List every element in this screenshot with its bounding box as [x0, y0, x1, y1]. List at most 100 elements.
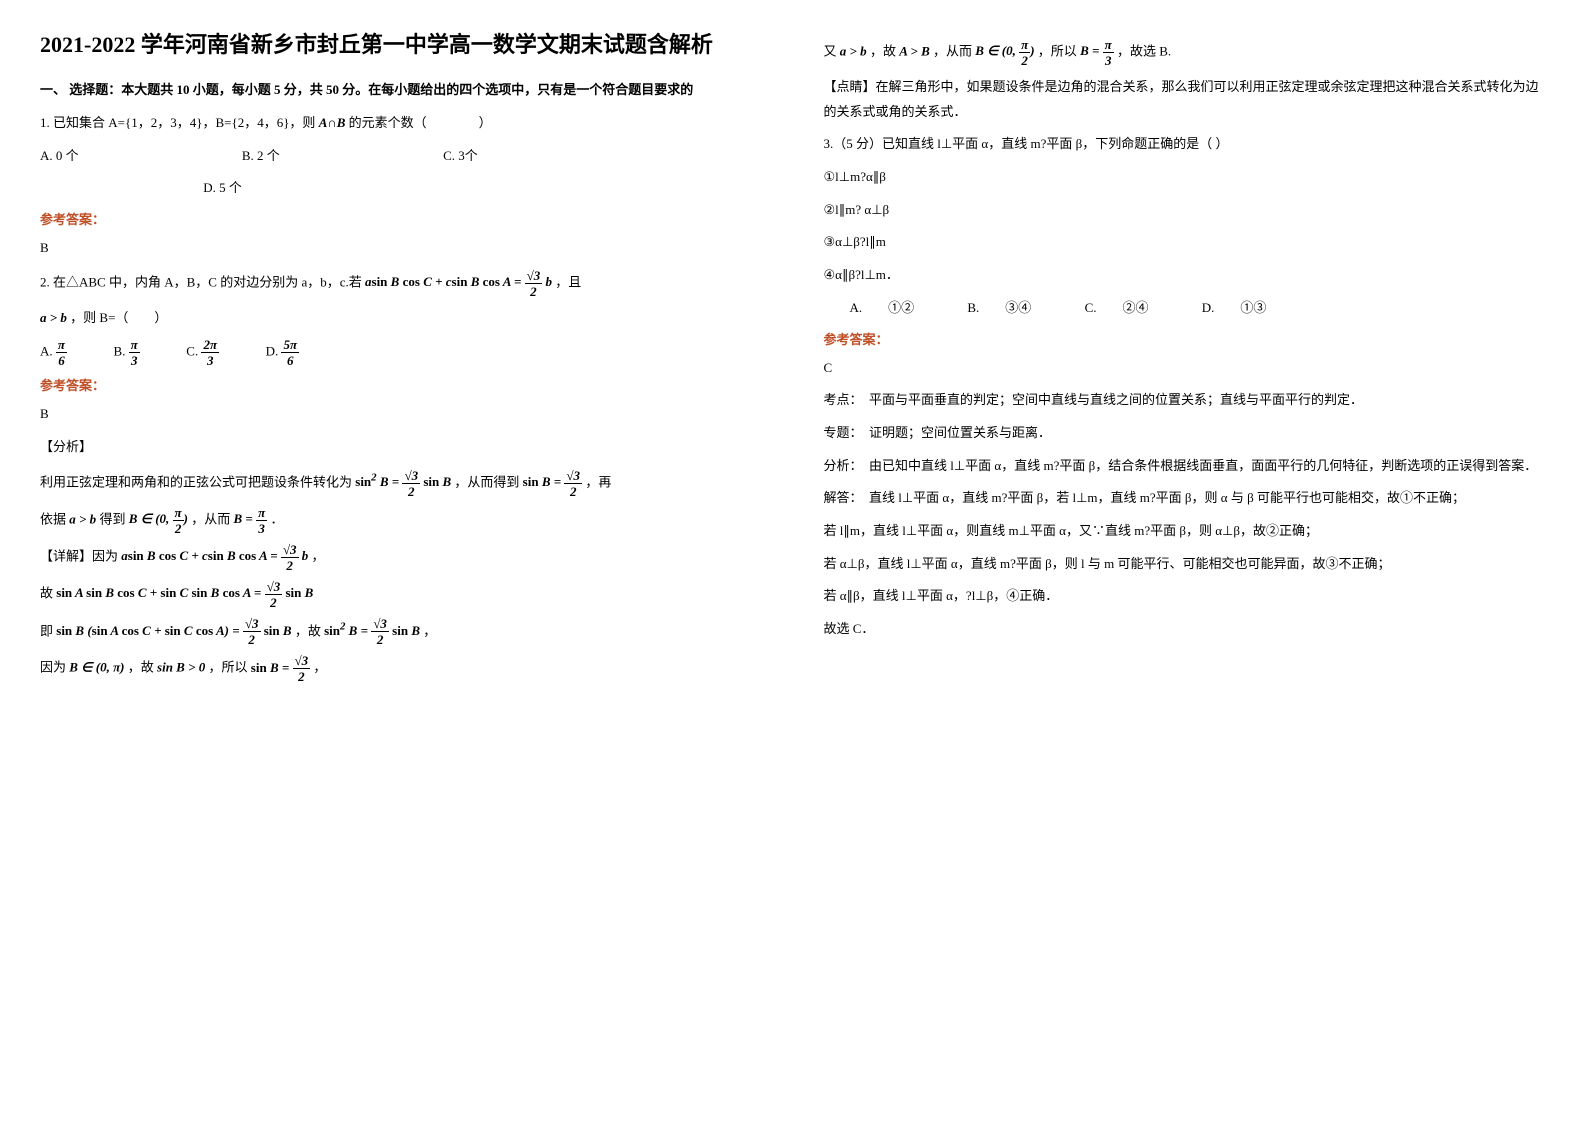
q2-ie-eq1: sin B (sin A cos C + sin C cos A) = √32 …	[56, 623, 291, 638]
q2-stem-a: 2. 在△ABC 中，内角 A，B，C 的对边分别为 a，b，c.若	[40, 274, 362, 289]
q2-line1: 利用正弦定理和两角和的正弦公式可把题设条件转化为 sin2 B = √32 si…	[40, 468, 764, 498]
q3-zt: 专题： 证明题；空间位置关系与距离．	[824, 421, 1548, 446]
q2-so: 故 sin A sin B cos C + sin C sin B cos A …	[40, 580, 764, 609]
q2-c2-b: ，故	[870, 43, 896, 58]
q2-so-eq: sin A sin B cos C + sin C sin B cos A = …	[56, 585, 313, 600]
q2-answer: B	[40, 402, 764, 427]
q2-opt-c-pre: C.	[186, 344, 198, 359]
q2-because-eq2: sin B > 0	[157, 660, 205, 675]
q2-because-c: ，所以	[209, 660, 248, 675]
q2-ie-tail-a: ，故	[295, 623, 321, 638]
q2-answer-label: 参考答案：	[40, 375, 764, 394]
q3-jd3: 若 α⊥β，直线 l⊥平面 α，直线 m?平面 β，则 l 与 m 可能平行、可…	[824, 552, 1548, 577]
q1-opt-b: B. 2 个	[242, 148, 280, 163]
q1-answer: B	[40, 236, 764, 261]
q2-because-d: ，	[313, 660, 326, 675]
q2-stem-2: a > b ，则 B=（ ）	[40, 306, 764, 331]
q2-line1a: 利用正弦定理和两角和的正弦公式可把题设条件转化为	[40, 474, 352, 489]
q1-opt-d: D. 5 个	[203, 180, 242, 195]
q3-c3: ③α⊥β?l∥m	[824, 230, 1548, 255]
section-1-head: 一、 选择题：本大题共 10 小题，每小题 5 分，共 50 分。在每小题给出的…	[40, 79, 764, 101]
q2-c2-c: ，从而	[933, 43, 972, 58]
q1-stem-text: 1. 已知集合 A={1，2，3，4}，B={2，4，6}，则	[40, 115, 315, 130]
q2-line2: 依据 a > b 得到 B ∈ (0, π2) ，从而 B = π3 ．	[40, 506, 764, 535]
q2-stem-b: ，且	[555, 274, 581, 289]
q2-opt-a-val: π6	[56, 338, 67, 367]
q1-answer-label: 参考答案：	[40, 209, 764, 228]
doc-title: 2021-2022 学年河南省新乡市封丘第一中学高一数学文期末试题含解析	[40, 30, 764, 61]
right-column: 又 a > b ，故 A > B ，从而 B ∈ (0, π2) ，所以 B =…	[824, 30, 1548, 691]
q2-c2-eq4: B = π3	[1080, 43, 1114, 58]
q2-because-a: 因为	[40, 660, 66, 675]
q2-c2-e: ，故选 B.	[1117, 43, 1171, 58]
q2-line1-eq1: sin2 B = √32 sin B	[355, 474, 451, 489]
q2-ie-label: 即	[40, 623, 53, 638]
q2-opt-d-pre: D.	[266, 344, 279, 359]
q2-detail: 【详解】因为 asin B cos C + csin B cos A = √32…	[40, 543, 764, 572]
q1-stem: 1. 已知集合 A={1，2，3，4}，B={2，4，6}，则 A∩B 的元素个…	[40, 111, 764, 136]
q2-dianjing: 【点睛】在解三角形中，如果题设条件是边角的混合关系，那么我们可以利用正弦定理或余…	[824, 75, 1548, 124]
q3-opt-d: D. ①③	[1202, 296, 1267, 321]
q2-line2-eq2: B = π3	[234, 511, 268, 526]
q3-jd1: 解答： 直线 l⊥平面 α，直线 m?平面 β，若 l⊥m，直线 m?平面 β，…	[824, 486, 1548, 511]
q1-stem-tail: 的元素个数（ ）	[349, 115, 492, 130]
q3-c1: ①l⊥m?α∥β	[824, 165, 1548, 190]
q2-ie-eq2: sin2 B = √32 sin B	[324, 623, 420, 638]
q1-options-row2: D. 5 个	[40, 176, 764, 201]
q2-line2c: ，从而	[191, 511, 230, 526]
q2-eq1: asin B cos C + csin B cos A = √32 b	[365, 274, 552, 289]
q2-detail-tail: ，	[312, 548, 325, 563]
q2-c2-eq1: a > b	[840, 43, 867, 58]
q2-opt-b-pre: B.	[114, 344, 126, 359]
q2-line2d: ．	[270, 511, 283, 526]
q2-detail-tag: 【详解】因为	[40, 548, 118, 563]
q2-line2-cond: a > b	[69, 511, 96, 526]
left-column: 2021-2022 学年河南省新乡市封丘第一中学高一数学文期末试题含解析 一、 …	[40, 30, 764, 691]
q2-c2-d: ，所以	[1038, 43, 1077, 58]
q3-jd5: 故选 C．	[824, 617, 1548, 642]
q1-options-row1: A. 0 个 B. 2 个 C. 3个	[40, 144, 764, 169]
q2-c2-eq2: A > B	[899, 43, 930, 58]
q3-answer-label: 参考答案：	[824, 329, 1548, 348]
q3-stem: 3.（5 分）已知直线 l⊥平面 α，直线 m?平面 β，下列命题正确的是（ ）	[824, 132, 1548, 157]
q3-options: A. ①② B. ③④ C. ②④ D. ①③	[850, 296, 1548, 321]
q2-because-b: ，故	[128, 660, 154, 675]
q3-jd2: 若 l∥m，直线 l⊥平面 α，则直线 m⊥平面 α，又∵直线 m?平面 β，则…	[824, 519, 1548, 544]
q2-line2a: 依据	[40, 511, 66, 526]
q3-opt-c: C. ②④	[1085, 296, 1149, 321]
q2-cond2: a > b	[40, 310, 67, 325]
q2-options: A. π6 B. π3 C. 2π3 D. 5π6	[40, 338, 764, 367]
q2-c2-a: 又	[824, 43, 837, 58]
q2-detail-eq: asin B cos C + csin B cos A = √32 b	[121, 548, 308, 563]
q2-because-eq3: sin B = √32	[251, 660, 310, 675]
q2-ie-tail-b: ，	[423, 623, 436, 638]
q2-opt-b-val: π3	[129, 338, 140, 367]
q3-jd4: 若 α∥β，直线 l⊥平面 α，?l⊥β，④正确．	[824, 584, 1548, 609]
q2-opt-c-val: 2π3	[201, 338, 219, 367]
q3-opt-a: A. ①②	[850, 296, 915, 321]
q2-analysis-tag: 【分析】	[40, 435, 764, 460]
q2-because: 因为 B ∈ (0, π) ，故 sin B > 0 ，所以 sin B = √…	[40, 654, 764, 683]
q3-opt-b: B. ③④	[967, 296, 1031, 321]
q3-kd: 考点： 平面与平面垂直的判定；空间中直线与直线之间的位置关系；直线与平面平行的判…	[824, 388, 1548, 413]
q2-opt-a-pre: A.	[40, 344, 53, 359]
q2-line2b: 得到	[99, 511, 125, 526]
q2-line1-eq2: sin B = √32	[523, 474, 582, 489]
q2-because-eq1: B ∈ (0, π)	[69, 660, 124, 675]
q2-line2-eq1: B ∈ (0, π2)	[129, 511, 188, 526]
q2-stem: 2. 在△ABC 中，内角 A，B，C 的对边分别为 a，b，c.若 asin …	[40, 269, 764, 298]
q2-ie: 即 sin B (sin A cos C + sin C cos A) = √3…	[40, 617, 764, 647]
q2-line1c: ，再	[585, 474, 611, 489]
q2-line1b: ，从而得到	[454, 474, 519, 489]
q2-opt-d-val: 5π6	[281, 338, 299, 367]
q2-so-label: 故	[40, 585, 53, 600]
q1-opt-a: A. 0 个	[40, 148, 79, 163]
q1-opt-c: C. 3个	[443, 148, 478, 163]
q3-fx: 分析： 由已知中直线 l⊥平面 α，直线 m?平面 β，结合条件根据线面垂直，面…	[824, 454, 1548, 479]
q3-c4: ④α∥β?l⊥m．	[824, 263, 1548, 288]
q3-c2: ②l∥m? α⊥β	[824, 198, 1548, 223]
q3-answer: C	[824, 356, 1548, 381]
q2-stem-c: ，则 B=（ ）	[70, 310, 167, 325]
q2-c2-eq3: B ∈ (0, π2)	[975, 43, 1034, 58]
q1-set-expr: A∩B	[319, 115, 346, 130]
